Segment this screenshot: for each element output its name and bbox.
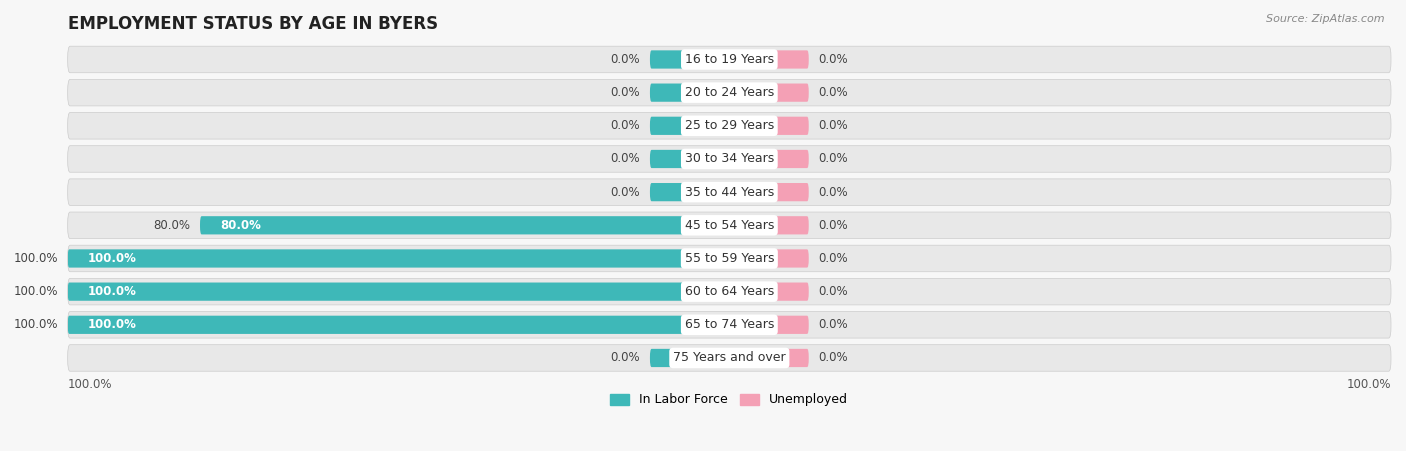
FancyBboxPatch shape (730, 51, 808, 69)
FancyBboxPatch shape (730, 216, 808, 235)
Text: 0.0%: 0.0% (818, 186, 848, 198)
FancyBboxPatch shape (200, 216, 730, 235)
Text: 25 to 29 Years: 25 to 29 Years (685, 120, 773, 132)
Text: 75 Years and over: 75 Years and over (673, 351, 786, 364)
Text: 0.0%: 0.0% (610, 120, 640, 132)
FancyBboxPatch shape (730, 183, 808, 201)
Text: 100.0%: 100.0% (67, 378, 112, 391)
Text: 100.0%: 100.0% (87, 252, 136, 265)
FancyBboxPatch shape (650, 349, 730, 367)
Text: 0.0%: 0.0% (610, 86, 640, 99)
FancyBboxPatch shape (67, 46, 1391, 73)
Text: 100.0%: 100.0% (1347, 378, 1391, 391)
Text: 0.0%: 0.0% (818, 285, 848, 298)
FancyBboxPatch shape (67, 245, 1391, 272)
Text: EMPLOYMENT STATUS BY AGE IN BYERS: EMPLOYMENT STATUS BY AGE IN BYERS (67, 15, 437, 33)
FancyBboxPatch shape (650, 83, 730, 102)
Text: 30 to 34 Years: 30 to 34 Years (685, 152, 773, 166)
Text: 45 to 54 Years: 45 to 54 Years (685, 219, 775, 232)
FancyBboxPatch shape (67, 316, 730, 334)
Text: 0.0%: 0.0% (610, 152, 640, 166)
FancyBboxPatch shape (730, 150, 808, 168)
Text: 55 to 59 Years: 55 to 59 Years (685, 252, 775, 265)
Text: 0.0%: 0.0% (818, 120, 848, 132)
Text: 20 to 24 Years: 20 to 24 Years (685, 86, 773, 99)
Text: 0.0%: 0.0% (610, 53, 640, 66)
FancyBboxPatch shape (730, 249, 808, 267)
FancyBboxPatch shape (67, 345, 1391, 371)
Text: 0.0%: 0.0% (610, 186, 640, 198)
Text: 16 to 19 Years: 16 to 19 Years (685, 53, 773, 66)
FancyBboxPatch shape (730, 83, 808, 102)
FancyBboxPatch shape (67, 179, 1391, 205)
Text: 80.0%: 80.0% (153, 219, 190, 232)
FancyBboxPatch shape (730, 117, 808, 135)
Text: 0.0%: 0.0% (818, 219, 848, 232)
Text: 100.0%: 100.0% (13, 318, 58, 331)
Text: 60 to 64 Years: 60 to 64 Years (685, 285, 773, 298)
Text: 100.0%: 100.0% (13, 252, 58, 265)
FancyBboxPatch shape (67, 212, 1391, 239)
FancyBboxPatch shape (730, 316, 808, 334)
Text: 0.0%: 0.0% (818, 318, 848, 331)
FancyBboxPatch shape (67, 249, 730, 267)
FancyBboxPatch shape (67, 312, 1391, 338)
Text: 35 to 44 Years: 35 to 44 Years (685, 186, 773, 198)
FancyBboxPatch shape (67, 146, 1391, 172)
FancyBboxPatch shape (730, 349, 808, 367)
Text: 100.0%: 100.0% (87, 318, 136, 331)
Text: 0.0%: 0.0% (818, 86, 848, 99)
FancyBboxPatch shape (650, 183, 730, 201)
Text: 0.0%: 0.0% (818, 152, 848, 166)
Legend: In Labor Force, Unemployed: In Labor Force, Unemployed (606, 388, 853, 411)
FancyBboxPatch shape (67, 278, 1391, 305)
Text: Source: ZipAtlas.com: Source: ZipAtlas.com (1267, 14, 1385, 23)
Text: 100.0%: 100.0% (13, 285, 58, 298)
Text: 65 to 74 Years: 65 to 74 Years (685, 318, 775, 331)
Text: 100.0%: 100.0% (87, 285, 136, 298)
FancyBboxPatch shape (67, 79, 1391, 106)
FancyBboxPatch shape (650, 117, 730, 135)
FancyBboxPatch shape (650, 51, 730, 69)
FancyBboxPatch shape (730, 282, 808, 301)
Text: 0.0%: 0.0% (610, 351, 640, 364)
FancyBboxPatch shape (650, 150, 730, 168)
Text: 0.0%: 0.0% (818, 53, 848, 66)
FancyBboxPatch shape (67, 282, 730, 301)
FancyBboxPatch shape (67, 113, 1391, 139)
Text: 0.0%: 0.0% (818, 252, 848, 265)
Text: 80.0%: 80.0% (219, 219, 260, 232)
Text: 0.0%: 0.0% (818, 351, 848, 364)
